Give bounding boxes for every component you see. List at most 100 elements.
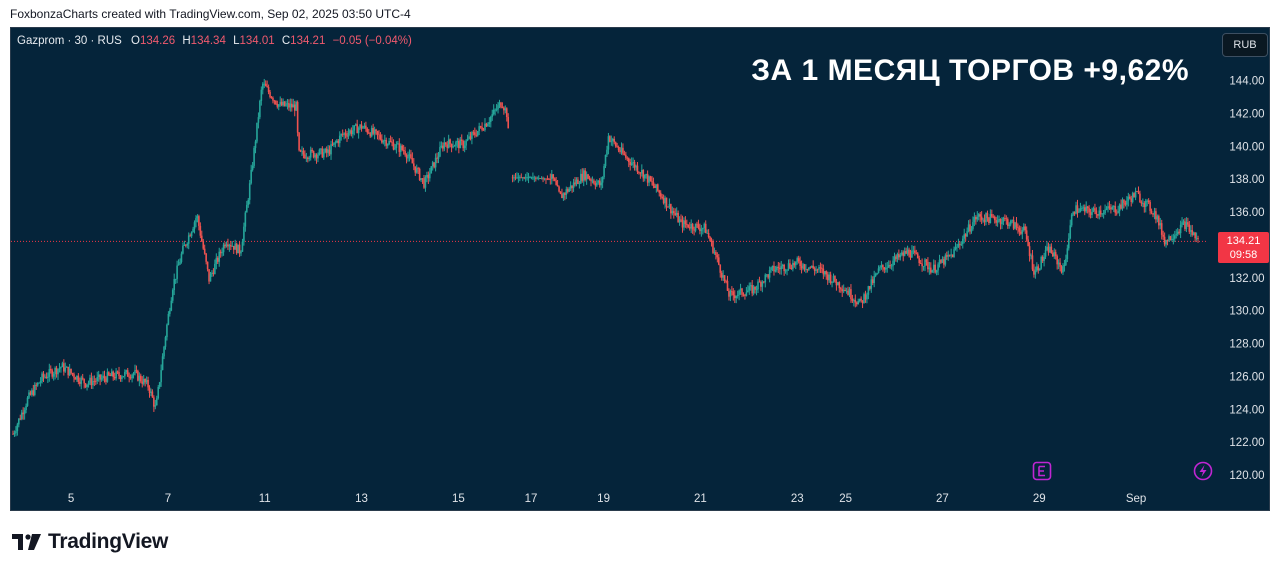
candle-body — [405, 154, 408, 159]
candle-body — [652, 182, 655, 186]
candle-body — [25, 405, 27, 411]
candle-body — [1194, 232, 1196, 239]
tradingview-logo[interactable]: TradingView — [12, 530, 168, 554]
candle-body — [171, 290, 174, 301]
candle-body — [304, 154, 306, 159]
candle-body — [97, 374, 100, 377]
candle-body — [1176, 231, 1179, 235]
candle-body — [735, 296, 738, 299]
candle-body — [291, 103, 293, 108]
candle-body — [125, 370, 128, 372]
candle-body — [749, 285, 752, 287]
candle-body — [311, 149, 313, 152]
candle-body — [1082, 207, 1085, 209]
chart-panel[interactable]: 120.00 122.00 124.00 126.00 128.00 130.00 132.… — [10, 27, 1270, 511]
candle-body — [646, 174, 649, 183]
candle-body — [611, 139, 614, 141]
candle-body — [388, 140, 390, 145]
candle-body — [385, 140, 388, 146]
candle-body — [763, 281, 765, 283]
candle-body — [248, 183, 251, 200]
candle-body — [767, 274, 769, 278]
candle-body — [539, 178, 541, 179]
x-tick-label: 19 — [597, 493, 610, 505]
candle-body — [61, 363, 64, 368]
currency-button[interactable]: RUB — [1222, 33, 1268, 57]
candle-body — [918, 258, 921, 264]
candle-body — [842, 289, 845, 292]
candle-body — [244, 212, 247, 227]
candle-body — [1044, 250, 1047, 257]
candle-body — [744, 295, 746, 297]
candle-body — [1195, 238, 1198, 239]
candle-body — [699, 228, 701, 232]
candle-body — [778, 268, 781, 270]
candle-body — [187, 235, 190, 244]
candle-body — [447, 139, 450, 149]
candle-body — [594, 183, 597, 186]
earnings-icon[interactable] — [1032, 461, 1052, 481]
candle-body — [386, 144, 389, 146]
candle-body — [407, 156, 409, 159]
candle-body — [537, 177, 540, 179]
candle-body — [241, 241, 244, 252]
candle-body — [619, 150, 621, 152]
symbol-name[interactable]: Gazprom · 30 · RUS — [17, 35, 122, 47]
candle-body — [370, 128, 373, 137]
candle-body — [174, 278, 177, 280]
candle-body — [31, 390, 33, 395]
candle-body — [1152, 213, 1154, 215]
candle-body — [81, 377, 84, 379]
candle-body — [1094, 208, 1096, 211]
candle-body — [1169, 236, 1172, 241]
candle-body — [18, 418, 20, 425]
candle-body — [312, 151, 315, 158]
candle-body — [1059, 262, 1061, 267]
candle-body — [365, 125, 367, 129]
candle-body — [324, 148, 327, 153]
price-axis[interactable]: 120.00 122.00 124.00 126.00 128.00 130.00 132.… — [1229, 76, 1264, 483]
candle-body — [1001, 221, 1003, 225]
candle-body — [219, 251, 222, 254]
candle-body — [556, 184, 559, 187]
candle-body — [896, 253, 899, 259]
candle-body — [821, 268, 823, 270]
time-axis[interactable]: 5 7 11 13 15 17 19 21 23 25 27 29 Sep — [68, 493, 1146, 505]
candle-body — [478, 126, 480, 131]
candle-body — [992, 216, 995, 218]
candle-body — [1168, 236, 1170, 242]
candle-body — [610, 140, 613, 142]
candle-body — [511, 177, 514, 179]
symbol-legend: Gazprom · 30 · RUS O134.26 H134.34 L134.… — [17, 35, 412, 47]
candle-body — [440, 145, 443, 148]
candle-body — [857, 301, 860, 305]
candle-body — [764, 274, 767, 283]
candle-body — [793, 263, 796, 266]
candle-body — [86, 384, 88, 388]
candle-body — [1018, 228, 1021, 232]
lightning-icon[interactable] — [1193, 461, 1213, 481]
candle-body — [15, 431, 17, 433]
candle-body — [449, 139, 451, 144]
candle-body — [758, 281, 761, 283]
candle-body — [809, 267, 812, 269]
candle-body — [1038, 268, 1041, 271]
candle-body — [161, 356, 164, 371]
candle-body — [157, 386, 160, 399]
candle-body — [423, 178, 425, 188]
candle-body — [231, 245, 234, 247]
candle-body — [961, 238, 964, 244]
candle-body — [266, 86, 268, 88]
candle-body — [867, 286, 870, 295]
candle-body — [754, 286, 756, 290]
candle-body — [346, 135, 348, 137]
candle-body — [392, 142, 395, 150]
candle-body — [366, 128, 369, 133]
candle-body — [564, 193, 566, 195]
price-chart[interactable]: 120.00 122.00 124.00 126.00 128.00 130.00 132.… — [11, 28, 1271, 512]
candle-body — [1127, 196, 1130, 201]
candle-body — [141, 381, 144, 384]
candle-body — [635, 165, 637, 168]
y-tick-label: 144.00 — [1229, 76, 1264, 88]
last-price-tag: 134.21 09:58 — [1218, 232, 1269, 263]
